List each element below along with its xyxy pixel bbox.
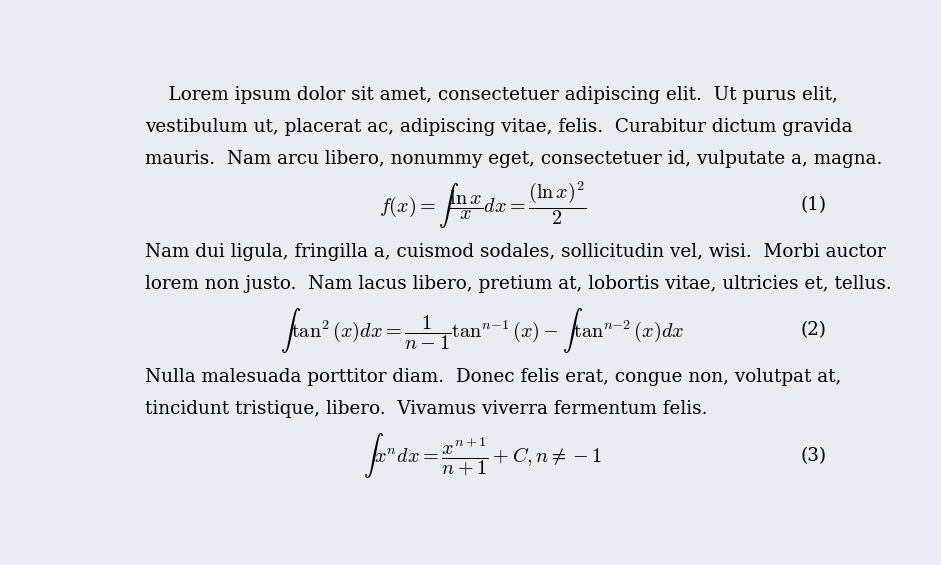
Text: $\int \tan^{2}(x)dx = \dfrac{1}{n-1}\tan^{n-1}(x) - \int \tan^{n-2}(x)dx$: $\int \tan^{2}(x)dx = \dfrac{1}{n-1}\tan… [280,306,684,355]
Text: Nulla malesuada porttitor diam.  Donec felis erat, congue non, volutpat at,: Nulla malesuada porttitor diam. Donec fe… [145,368,841,386]
Text: Nam dui ligula, fringilla a, cuismod sodales, sollicitudin vel, wisi.  Morbi auc: Nam dui ligula, fringilla a, cuismod sod… [145,243,886,261]
Text: Lorem ipsum dolor sit amet, consectetuer adipiscing elit.  Ut purus elit,: Lorem ipsum dolor sit amet, consectetuer… [145,86,838,104]
Text: $\int x^{n}dx = \dfrac{x^{n+1}}{n+1} + C, n \neq -1$: $\int x^{n}dx = \dfrac{x^{n+1}}{n+1} + C… [363,431,601,480]
Text: (3): (3) [801,447,826,465]
Text: (2): (2) [801,321,826,340]
Text: mauris.  Nam arcu libero, nonummy eget, consectetuer id, vulputate a, magna.: mauris. Nam arcu libero, nonummy eget, c… [145,150,883,168]
Text: vestibulum ut, placerat ac, adipiscing vitae, felis.  Curabitur dictum gravida: vestibulum ut, placerat ac, adipiscing v… [145,118,853,136]
Text: tincidunt tristique, libero.  Vivamus viverra fermentum felis.: tincidunt tristique, libero. Vivamus viv… [145,400,708,418]
Text: $f(x) = \int \dfrac{\ln x}{x}dx = \dfrac{(\ln x)^2}{2}$: $f(x) = \int \dfrac{\ln x}{x}dx = \dfrac… [378,180,586,231]
Text: lorem non justo.  Nam lacus libero, pretium at, lobortis vitae, ultricies et, te: lorem non justo. Nam lacus libero, preti… [145,275,892,293]
Text: (1): (1) [801,196,826,214]
